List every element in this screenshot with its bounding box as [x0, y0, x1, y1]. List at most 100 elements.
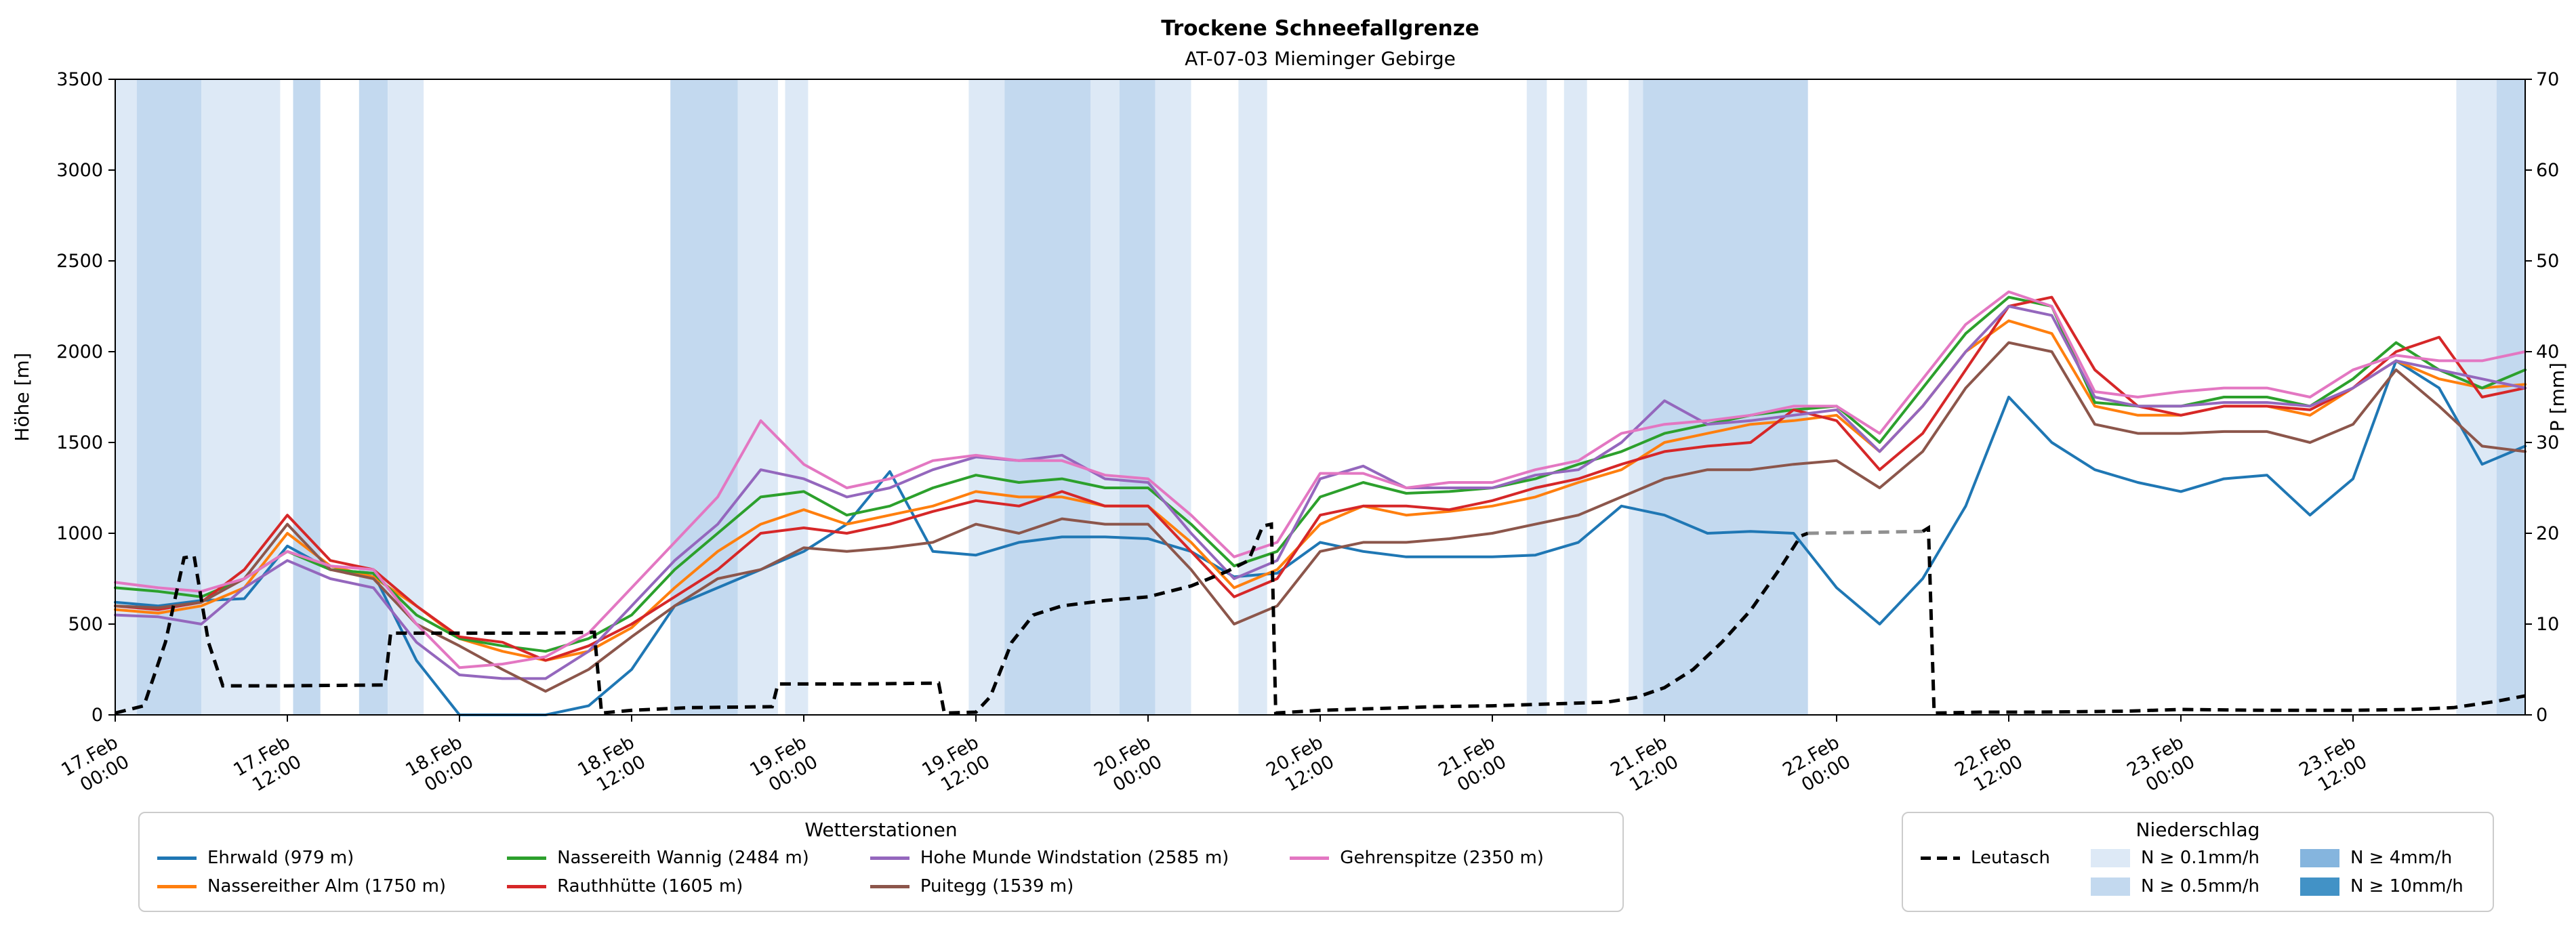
- precip-band: [1643, 79, 1808, 715]
- y-tick-label-right: 30: [2536, 432, 2559, 453]
- legend-precip: Niederschlag Leutasch N ≥ 0.1mm/h N ≥ 0.5…: [1902, 812, 2494, 912]
- legend-item-label: N ≥ 0.1mm/h: [2140, 848, 2260, 868]
- y-tick-label-left: 1500: [56, 432, 103, 453]
- x-tick-label: 20.Feb00:00: [1090, 732, 1166, 800]
- x-tick-label: 20.Feb12:00: [1263, 732, 1338, 800]
- legend-item-precip-1: N ≥ 0.1mm/h: [2090, 848, 2260, 868]
- legend-item-label: Leutasch: [1971, 848, 2050, 868]
- legend-item-precip-2: N ≥ 0.5mm/h: [2090, 876, 2260, 896]
- legend-item-label: Puitegg (1539 m): [920, 876, 1074, 896]
- legend-precip-grid: Leutasch N ≥ 0.1mm/h N ≥ 0.5mm/h N ≥ 4mm/h…: [1903, 841, 2493, 901]
- series-line-hohe-munde-windstation: [114, 305, 2527, 680]
- legend-item-puitegg: Puitegg (1539 m): [870, 876, 1229, 896]
- legend-item-ehrwald: Ehrwald (979 m): [157, 848, 446, 868]
- precip-band: [388, 79, 424, 715]
- chart-subtitle: AT-07-03 Mieminger Gebirge: [1185, 47, 1456, 70]
- legend-patch-sample: [2090, 848, 2130, 867]
- x-tick-label: 23.Feb00:00: [2123, 732, 2199, 800]
- legend-item-precip-3: N ≥ 4mm/h: [2299, 848, 2463, 868]
- chart-title: Trockene Schneefallgrenze: [1161, 16, 1479, 41]
- precip-band: [293, 79, 321, 715]
- plot-frame: [115, 79, 2526, 716]
- legend-stations-grid: Ehrwald (979 m) Nassereither Alm (1750 m)…: [140, 841, 1622, 901]
- legend-stations: Wetterstationen Ehrwald (979 m) Nassereit…: [138, 812, 1624, 912]
- y-tick-label-right: 70: [2536, 69, 2559, 90]
- precip-band: [359, 79, 388, 715]
- leutasch-line-segment: [1921, 524, 2526, 715]
- precip-band: [2456, 79, 2497, 715]
- precip-band: [670, 79, 738, 715]
- legend-line-sample: [157, 856, 197, 860]
- x-tick-label: 21.Feb12:00: [1607, 732, 1682, 800]
- legend-item-label: N ≥ 0.5mm/h: [2140, 876, 2260, 896]
- precip-band: [201, 79, 281, 715]
- legend-line-sample: [870, 856, 909, 860]
- legend-line-sample: [157, 884, 197, 888]
- legend-line-sample: [507, 856, 547, 860]
- legend-line-sample: [507, 884, 547, 888]
- series-line-gehrenspitze: [114, 290, 2527, 669]
- y-tick-label-left: 500: [68, 614, 103, 635]
- precip-band: [1119, 79, 1156, 715]
- y-axis-label-right: P [mm]: [2546, 363, 2569, 432]
- legend-dashed-line-sample: [1921, 856, 1960, 860]
- precip-band: [2496, 79, 2525, 715]
- y-tick-label-right: 10: [2536, 614, 2559, 635]
- x-tick-label: 17.Feb00:00: [58, 732, 133, 800]
- series-line-nassereither-alm: [114, 319, 2527, 662]
- legend-item-precip-4: N ≥ 10mm/h: [2299, 876, 2463, 896]
- legend-patch-sample: [2299, 877, 2339, 896]
- legend-item-gehrenspitze: Gehrenspitze (2350 m): [1290, 848, 1544, 868]
- y-tick-label-left: 2000: [56, 342, 103, 363]
- legend-precip-title: Niederschlag: [2135, 819, 2260, 841]
- precip-band: [1563, 79, 1587, 715]
- legend-item-nassereith-wannig: Nassereith Wannig (2484 m): [507, 848, 809, 868]
- legend-line-sample: [1290, 856, 1330, 860]
- x-tick-label: 19.Feb12:00: [918, 732, 994, 800]
- legend-stations-title: Wetterstationen: [804, 819, 958, 841]
- y-tick-label-right: 40: [2536, 342, 2559, 363]
- precip-band: [785, 79, 809, 715]
- precip-band: [1090, 79, 1120, 715]
- x-tick-label: 22.Feb00:00: [1779, 732, 1854, 800]
- x-tick-label: 18.Feb00:00: [402, 732, 477, 800]
- x-tick-label: 17.Feb12:00: [230, 732, 305, 800]
- precip-band: [1155, 79, 1191, 715]
- legend-patch-sample: [2090, 877, 2130, 896]
- precip-band: [1004, 79, 1091, 715]
- precip-band: [1526, 79, 1547, 715]
- series-line-ehrwald: [114, 359, 2527, 716]
- legend-item-leutasch: Leutasch: [1921, 848, 2050, 868]
- leutasch-line-segment: [115, 522, 1809, 716]
- x-tick-label: 22.Feb12:00: [1951, 732, 2026, 800]
- y-tick-label-left: 3000: [56, 160, 103, 181]
- legend-item-label: Hohe Munde Windstation (2585 m): [920, 848, 1229, 868]
- legend-item-label: N ≥ 10mm/h: [2350, 876, 2463, 896]
- y-tick-label-left: 1000: [56, 523, 103, 544]
- x-tick-label: 21.Feb00:00: [1435, 732, 1510, 800]
- legend-item-label: Ehrwald (979 m): [207, 848, 354, 868]
- y-tick-label-left: 0: [91, 705, 103, 726]
- y-tick-label-right: 50: [2536, 251, 2559, 272]
- legend-item-label: Nassereither Alm (1750 m): [207, 876, 447, 896]
- legend-line-sample: [870, 884, 909, 888]
- y-tick-label-right: 20: [2536, 523, 2559, 544]
- y-tick-label-right: 60: [2536, 160, 2559, 181]
- precip-band: [1238, 79, 1267, 715]
- y-tick-label-right: 0: [2536, 705, 2548, 726]
- y-tick-label-left: 3500: [56, 69, 103, 90]
- precip-band: [115, 79, 137, 715]
- precip-band: [1629, 79, 1643, 715]
- series-line-puitegg: [114, 341, 2527, 693]
- y-tick-label-left: 2500: [56, 251, 103, 272]
- legend-item-hohe-munde-windstation: Hohe Munde Windstation (2585 m): [870, 848, 1229, 868]
- precip-band: [737, 79, 778, 715]
- legend-item-label: Nassereith Wannig (2484 m): [557, 848, 809, 868]
- leutasch-line-segment: [1807, 529, 1923, 535]
- legend-item-nassereither-alm: Nassereither Alm (1750 m): [157, 876, 446, 896]
- legend-patch-sample: [2299, 848, 2339, 867]
- legend-item-label: N ≥ 4mm/h: [2350, 848, 2453, 868]
- x-tick-label: 18.Feb12:00: [574, 732, 649, 800]
- precip-band: [968, 79, 1005, 715]
- legend-item-label: Rauthhütte (1605 m): [557, 876, 743, 896]
